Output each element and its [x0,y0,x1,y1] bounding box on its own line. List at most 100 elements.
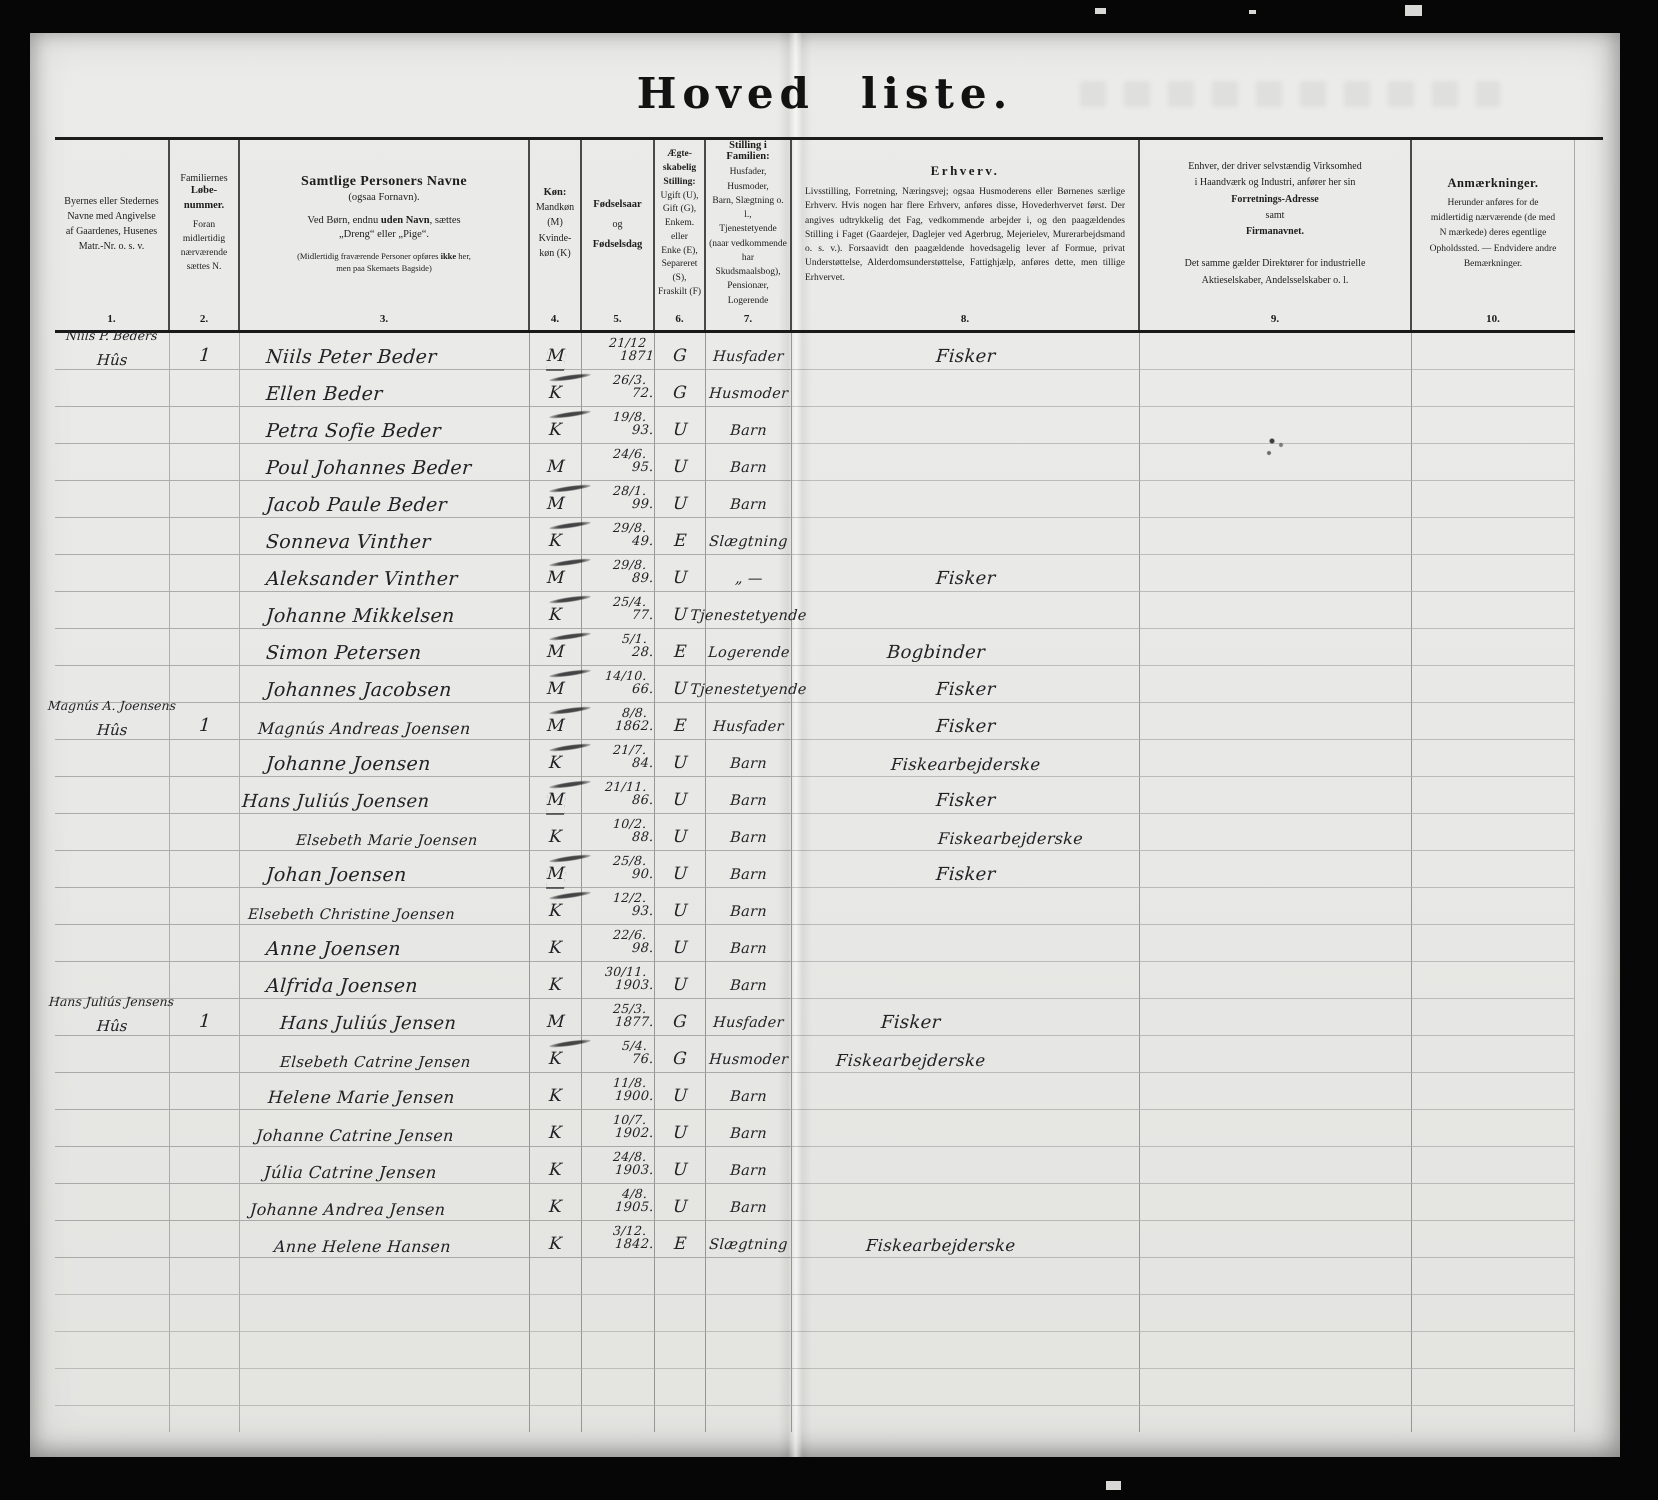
birth-day: 24/6. [612,446,648,461]
cell-remarks [1412,962,1575,999]
cell-occupation: Fiskearbejderske [792,814,1140,851]
table-row: Anne Joensen K 22/6. 98. U Barn [55,925,1575,962]
cell-business-address [1140,629,1412,666]
cell-place [55,925,170,962]
cell-place [55,851,170,888]
empty-cell [240,1295,530,1332]
cell-family-number: 1 [170,999,240,1036]
empty-cell [530,1258,582,1295]
birth-year: 99. [631,496,655,512]
cell-family-number [170,888,240,925]
cell-name: Johanne Joensen [240,740,530,777]
birth-day: 21/12 [609,335,648,350]
cell-marital-status: U [655,444,706,481]
cell-family-position: Husmoder [706,1036,792,1073]
column-number: 1. [55,308,170,330]
birth-day: 25/3. [612,1001,648,1016]
cell-sex: K [530,1184,582,1221]
cell-name: Petra Sofie Beder [240,407,530,444]
cell-business-address [1140,592,1412,629]
household-label [55,1221,169,1257]
cell-marital-status: U [655,777,706,814]
cell-remarks [1412,407,1575,444]
cell-remarks [1412,740,1575,777]
cell-marital-status: E [655,629,706,666]
empty-cell [55,1369,170,1406]
cell-sex: K [530,1110,582,1147]
header-text: Samtlige Personers Navne [301,173,467,189]
cell-family-number [170,481,240,518]
birth-year: 1903. [614,1162,655,1178]
cell-name: Johanne Catrine Jensen [240,1110,530,1147]
empty-cell [792,1258,1140,1295]
cell-occupation: Fisker [792,333,1140,370]
cell-name: Magnús Andreas Joensen [240,703,530,740]
cell-place [55,592,170,629]
cell-sex: K [530,1147,582,1184]
birth-year: 93. [631,903,655,919]
cell-marital-status: G [655,1036,706,1073]
cell-family-position: Barn [706,481,792,518]
cell-sex: M [530,666,582,703]
cell-sex: M [530,555,582,592]
cell-marital-status: U [655,481,706,518]
birth-year: 89. [631,570,655,586]
cell-family-number [170,740,240,777]
header-text: Fødselsaar [593,198,642,210]
header-birth: Fødselsaar og Fødselsdag [582,140,655,308]
empty-cell [1412,1258,1575,1295]
header-text: Erhverv. [930,163,1000,179]
empty-cell [655,1295,706,1332]
scan-artifact [1249,10,1256,14]
cell-occupation [792,962,1140,999]
household-label [55,518,169,554]
cell-remarks [1412,1147,1575,1184]
cell-sex: M [530,777,582,814]
table-row: Sonneva Vinther K 29/8. 49. E Slægtning [55,518,1575,555]
cell-name: Niils Peter Beder [240,333,530,370]
page-title: Hoved liste. [30,69,1620,118]
cell-business-address [1140,740,1412,777]
cell-place [55,962,170,999]
birth-year: 77. [631,607,655,623]
cell-business-address [1140,481,1412,518]
empty-cell [170,1369,240,1406]
birth-day: 5/4. [621,1038,648,1053]
cell-birthdate: 8/8. 1862. [582,703,655,740]
table-row: Simon Petersen M 5/1. 28. E Logerende Bo… [55,629,1575,666]
cell-place [55,666,170,703]
cell-business-address [1140,851,1412,888]
cell-sex: K [530,1073,582,1110]
cell-place [55,777,170,814]
household-hus: Hûs [96,1017,128,1035]
cell-family-position: Barn [706,740,792,777]
header-names: Samtlige Personers Navne (ogsaa Fornavn)… [240,140,530,308]
cell-business-address [1140,814,1412,851]
cell-birthdate: 12/2. 93. [582,888,655,925]
empty-cell [240,1332,530,1369]
empty-cell [530,1332,582,1369]
cell-business-address [1140,1110,1412,1147]
cell-marital-status: E [655,518,706,555]
empty-cell [706,1369,792,1406]
cell-place [55,814,170,851]
cell-place [55,407,170,444]
birth-year: 90. [631,866,655,882]
cell-family-number [170,444,240,481]
header-text: Ægte- skabelig Stilling: [662,149,697,187]
empty-cell [240,1406,530,1432]
empty-cell [1140,1406,1412,1432]
cell-sex: M [530,629,582,666]
birth-year: 1877. [614,1014,655,1030]
header-text: „Dreng“ eller „Pige“. [338,228,430,240]
cell-sex: M [530,481,582,518]
cell-occupation [792,370,1140,407]
household-label [55,1147,169,1183]
header-text: Fødselsdag [592,238,643,250]
cell-family-number [170,592,240,629]
cell-birthdate: 5/1. 28. [582,629,655,666]
cell-name: Helene Marie Jensen [240,1073,530,1110]
cell-occupation [792,1110,1140,1147]
cell-business-address [1140,1147,1412,1184]
household-label [55,555,169,591]
